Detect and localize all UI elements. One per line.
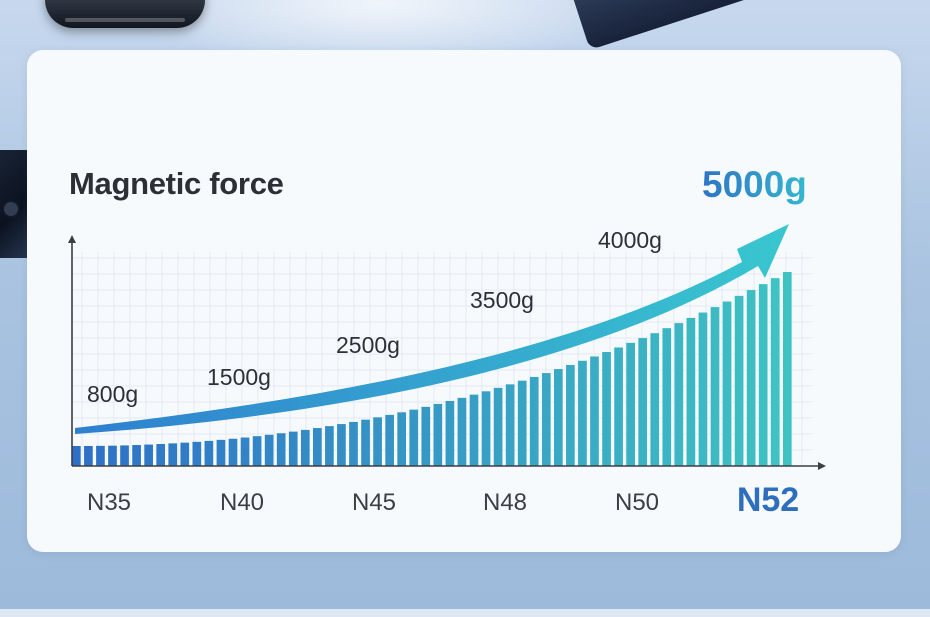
phone-holder-image <box>45 0 205 28</box>
bar <box>554 369 563 466</box>
bar <box>710 307 720 466</box>
bar <box>433 403 443 466</box>
bar <box>614 347 623 466</box>
value-label: 1500g <box>207 364 271 390</box>
bottom-divider <box>0 609 930 617</box>
bar <box>144 444 153 466</box>
bar <box>120 445 129 466</box>
headline-value: 5000g <box>702 164 807 205</box>
value-label: 4000g <box>598 227 662 253</box>
bar <box>276 433 286 466</box>
value-labels: 800g 1500g 2500g 3500g 4000g <box>87 227 662 407</box>
chart-axes <box>68 235 826 470</box>
bar <box>385 414 394 466</box>
bar <box>734 295 744 466</box>
bar <box>578 360 587 466</box>
bar <box>264 434 274 466</box>
bar <box>84 445 93 466</box>
bar <box>300 429 310 466</box>
category-labels: N35 N40 N45 N48 N50 N52 <box>87 481 799 519</box>
category-label: N50 <box>615 489 659 516</box>
chart-bars <box>72 272 792 466</box>
bar <box>650 333 660 466</box>
bar <box>228 438 238 466</box>
bar <box>626 342 635 466</box>
category-label: N40 <box>220 489 264 516</box>
category-label: N45 <box>352 489 396 516</box>
bar <box>252 436 262 466</box>
bar <box>674 323 684 466</box>
bar <box>590 356 599 466</box>
bar <box>529 376 539 466</box>
bar <box>758 284 768 466</box>
category-label: N48 <box>483 489 527 516</box>
bar <box>770 278 780 466</box>
bar <box>493 387 503 466</box>
bar <box>698 312 708 466</box>
bar <box>240 437 250 466</box>
bar <box>349 421 358 466</box>
bar <box>409 409 419 466</box>
bar <box>72 446 81 466</box>
bar <box>566 364 575 466</box>
chart-title: Magnetic force <box>69 166 284 201</box>
bar <box>662 328 672 466</box>
y-axis-arrowhead <box>68 235 76 243</box>
bar <box>746 290 756 466</box>
bar <box>722 301 732 466</box>
bar <box>132 445 141 466</box>
bar <box>288 431 298 466</box>
bar <box>180 442 190 466</box>
bar <box>397 412 407 466</box>
bar <box>638 338 648 466</box>
bar <box>108 445 117 466</box>
category-label-highlighted: N52 <box>737 481 799 519</box>
bar <box>782 272 792 466</box>
value-label: 800g <box>87 381 138 407</box>
bar <box>156 444 166 466</box>
category-label: N35 <box>87 489 131 516</box>
bar <box>192 441 202 466</box>
bar <box>361 419 370 466</box>
value-label: 3500g <box>470 287 534 313</box>
x-axis-arrowhead <box>818 462 826 470</box>
bar <box>373 417 382 466</box>
bar <box>216 439 226 466</box>
bar <box>445 400 455 466</box>
bar <box>505 384 515 466</box>
bar <box>686 317 696 466</box>
value-label: 2500g <box>336 332 400 358</box>
bar <box>541 373 551 466</box>
bar <box>313 428 322 466</box>
bar <box>168 443 178 466</box>
bar <box>96 445 105 466</box>
bar <box>325 426 334 466</box>
bar <box>517 380 527 466</box>
bar <box>204 440 214 466</box>
bar <box>337 424 346 466</box>
bar <box>602 352 611 466</box>
bar <box>457 397 467 466</box>
bar <box>481 391 491 466</box>
bar <box>421 406 431 466</box>
bar <box>469 394 479 466</box>
